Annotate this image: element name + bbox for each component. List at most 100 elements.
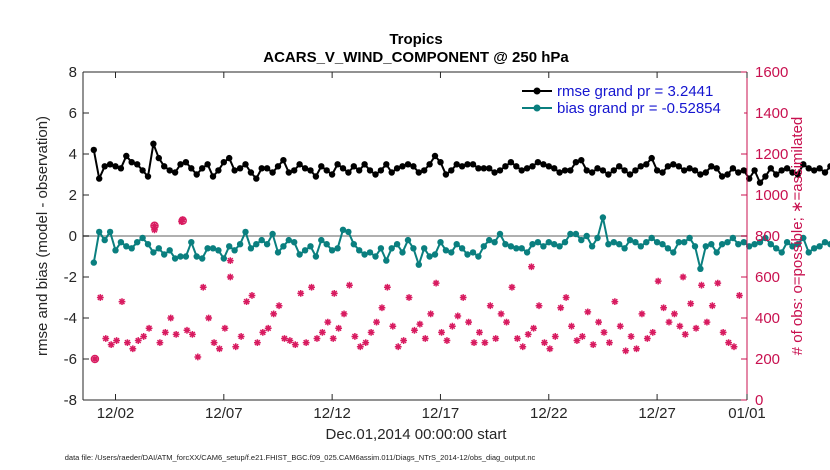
bias-point [437, 239, 444, 246]
rmse-point [621, 167, 628, 174]
rmse-point [697, 171, 704, 178]
rmse-point [778, 167, 785, 174]
bias-point [827, 241, 830, 248]
obs-assimilated-point [503, 318, 510, 326]
obs-assimilated-point [578, 333, 586, 340]
obs-assimilated-point [492, 335, 500, 342]
rmse-point [242, 161, 249, 168]
bias-point [751, 241, 758, 248]
bias-point [458, 245, 466, 252]
rmse-point [811, 167, 818, 174]
obs-assimilated-point [264, 324, 272, 332]
bias-point [199, 255, 206, 262]
obs-assimilated-point [459, 294, 467, 301]
rmse-point [578, 157, 585, 164]
bias-point [226, 243, 233, 250]
obs-assimilated-point [378, 304, 386, 312]
obs-assimilated-point [568, 322, 575, 330]
chart-subtitle: ACARS_V_WIND_COMPONENT @ 250 hPa [263, 49, 569, 66]
bias-point [90, 259, 98, 266]
obs-assimilated-point [179, 216, 187, 223]
bias-point [756, 239, 764, 246]
rmse-point [605, 171, 612, 178]
rmse-point [724, 171, 731, 178]
rmse-point [653, 167, 661, 174]
bias-point [578, 236, 585, 244]
obs-assimilated-point [124, 339, 131, 346]
obs-assimilated-point [698, 281, 705, 289]
obs-assimilated-point [541, 339, 548, 346]
obs-assimilated-point [530, 324, 538, 332]
rmse-point [188, 165, 195, 172]
rmse-point [415, 169, 422, 176]
rmse-point [659, 169, 666, 176]
x-tick-label: 12/07 [205, 405, 243, 422]
bias-point [220, 255, 227, 262]
bias-point [762, 234, 769, 242]
obs-assimilated-point [226, 273, 234, 281]
rmse-point [123, 152, 130, 160]
bias-point [415, 261, 422, 268]
bias-point [345, 228, 352, 236]
obs-assimilated-point [96, 294, 104, 301]
rmse-point [301, 165, 309, 172]
bias-point [724, 239, 731, 246]
bias-point [605, 241, 612, 248]
rmse-point [155, 154, 162, 162]
bias-point [372, 253, 379, 260]
rmse-point [616, 163, 623, 170]
y-axis-label: rmse and bias (model - observation) [34, 116, 51, 356]
rmse-point [518, 167, 525, 174]
rmse-point [393, 165, 401, 172]
bias-point [339, 226, 347, 233]
bias-point [328, 247, 336, 254]
rmse-point [691, 167, 699, 174]
bias-point [448, 249, 455, 256]
bias-point [442, 247, 450, 254]
bias-point [171, 255, 179, 262]
obs-assimilated-point [519, 343, 527, 351]
obs-assimilated-point [513, 335, 521, 342]
rmse-point [226, 154, 233, 162]
rmse-point [800, 161, 807, 168]
obs-assimilated-point [156, 339, 164, 346]
obs-assimilated-point [118, 298, 126, 305]
bias-point [637, 243, 644, 250]
rmse-point [762, 173, 769, 180]
bias-point [729, 234, 737, 242]
rmse-point [751, 167, 758, 174]
obs-assimilated-point [546, 345, 554, 353]
rmse-point [767, 165, 774, 172]
rmse-point [583, 167, 590, 174]
bias-point [783, 239, 791, 246]
bias-point [144, 241, 152, 248]
bias-point [767, 241, 774, 248]
bias-point [182, 253, 190, 260]
rmse-point [231, 167, 238, 174]
bias-point [366, 249, 374, 256]
obs-assimilated-point [129, 345, 137, 353]
bias-point [134, 239, 141, 246]
bias-point [735, 241, 742, 248]
bias-point [204, 245, 211, 252]
obs-assimilated-point [573, 337, 581, 344]
bias-point [621, 245, 628, 252]
bias-series [90, 214, 830, 272]
obs-assimilated-point [714, 279, 722, 287]
rmse-point [686, 165, 693, 172]
bias-point [258, 236, 265, 244]
rmse-point [718, 173, 726, 180]
bias-point [155, 245, 162, 252]
rmse-point [220, 159, 227, 166]
legend-entry-bias: bias grand pr = -0.52854 [557, 100, 721, 117]
obs-assimilated-point [199, 283, 207, 291]
bias-point [556, 243, 563, 250]
rmse-point [199, 165, 206, 172]
rmse-point [816, 165, 823, 172]
bias-point [161, 251, 168, 258]
obs-assimilated-point [205, 314, 213, 322]
bias-point [301, 247, 309, 254]
bias-point [307, 243, 314, 250]
bias-point [800, 234, 807, 242]
rmse-point [708, 163, 715, 170]
